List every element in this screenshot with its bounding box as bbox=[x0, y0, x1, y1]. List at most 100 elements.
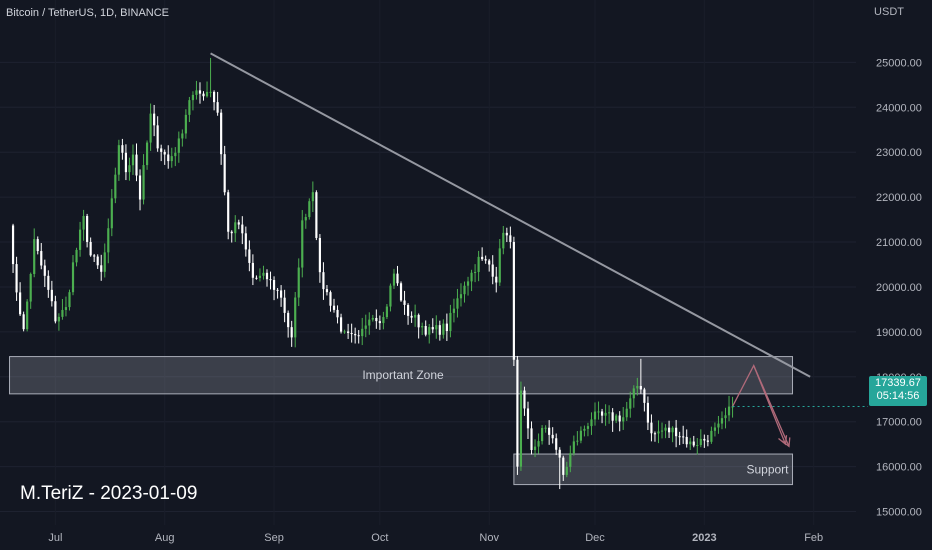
candle-body bbox=[36, 239, 39, 252]
candle-body bbox=[727, 406, 731, 416]
y-tick-label: 19000.00 bbox=[876, 327, 922, 339]
candle-body bbox=[410, 315, 413, 318]
candle-body bbox=[339, 317, 343, 332]
candle-body bbox=[318, 237, 321, 273]
candle-body bbox=[110, 198, 113, 229]
candle-body bbox=[576, 440, 579, 442]
candle-body bbox=[198, 90, 202, 94]
candle-body bbox=[167, 154, 170, 162]
candle-body bbox=[399, 283, 403, 301]
candle-body bbox=[537, 441, 540, 447]
candle-body bbox=[505, 232, 508, 236]
candle-body bbox=[160, 148, 163, 152]
candle-body bbox=[583, 428, 586, 431]
candle-body bbox=[378, 321, 381, 324]
candle-body bbox=[149, 113, 152, 143]
candle-body bbox=[156, 125, 159, 149]
candle-body bbox=[103, 252, 106, 272]
candle-body bbox=[181, 133, 184, 139]
candle-body bbox=[650, 422, 653, 434]
y-tick-label: 23000.00 bbox=[876, 147, 922, 159]
candle-body bbox=[311, 192, 314, 202]
candle-body bbox=[678, 436, 681, 438]
candle-body bbox=[438, 325, 441, 335]
candle-body bbox=[15, 264, 18, 293]
candle-body bbox=[491, 264, 494, 277]
y-tick-label: 20000.00 bbox=[876, 282, 922, 294]
candle-body bbox=[488, 260, 491, 265]
candle-body bbox=[646, 402, 650, 423]
candle-body bbox=[428, 327, 431, 335]
candle-body bbox=[276, 289, 279, 291]
candle-body bbox=[586, 426, 590, 429]
candle-body bbox=[315, 192, 318, 238]
candle-body bbox=[290, 327, 293, 338]
candle-body bbox=[75, 249, 78, 263]
candle-body bbox=[265, 272, 269, 280]
candle-body bbox=[519, 390, 523, 467]
candle-body bbox=[304, 217, 307, 221]
candle-body bbox=[625, 408, 628, 418]
candle-body bbox=[93, 255, 96, 257]
x-tick-label: Dec bbox=[585, 532, 605, 544]
candle-body bbox=[234, 222, 237, 234]
candle-body bbox=[145, 142, 149, 166]
candle-body bbox=[710, 430, 713, 442]
candle-body bbox=[417, 314, 420, 328]
y-tick-label: 22000.00 bbox=[876, 192, 922, 204]
candle-body bbox=[396, 273, 399, 284]
candle-body bbox=[82, 215, 85, 230]
candle-body bbox=[406, 304, 410, 316]
candle-body bbox=[618, 415, 621, 422]
candle-body bbox=[516, 359, 519, 467]
candle-body bbox=[47, 275, 50, 290]
candle-body bbox=[135, 154, 138, 176]
last-price-badge[interactable]: 17339.67 05:14:56 bbox=[869, 376, 927, 406]
candle-body bbox=[237, 222, 240, 225]
candle-body bbox=[473, 271, 477, 273]
candle-body bbox=[124, 152, 128, 173]
candle-body bbox=[100, 265, 103, 272]
candle-body bbox=[685, 436, 688, 445]
candle-body bbox=[163, 151, 166, 155]
candle-body bbox=[33, 239, 36, 274]
candle-body bbox=[706, 440, 709, 442]
candle-body bbox=[138, 175, 142, 200]
candle-body bbox=[195, 90, 198, 95]
candle-body bbox=[227, 192, 230, 232]
candle-body bbox=[128, 165, 131, 173]
x-tick-label: Jul bbox=[48, 532, 62, 544]
candle-body bbox=[435, 325, 438, 330]
candle-body bbox=[565, 466, 568, 475]
x-tick-label: 2023 bbox=[692, 532, 716, 544]
candle-body bbox=[466, 281, 470, 286]
candle-body bbox=[452, 308, 456, 313]
candle-body bbox=[470, 272, 473, 282]
y-tick-label: 25000.00 bbox=[876, 57, 922, 69]
y-tick-label: 15000.00 bbox=[876, 507, 922, 519]
candle-body bbox=[639, 385, 642, 390]
candle-body bbox=[541, 428, 544, 442]
candle-body bbox=[322, 272, 325, 290]
candle-body bbox=[421, 326, 424, 328]
resistance-trendline bbox=[210, 52, 811, 378]
zone-rect bbox=[513, 453, 794, 486]
candle-body bbox=[258, 275, 262, 278]
candle-body bbox=[347, 331, 350, 333]
candle-body bbox=[442, 323, 445, 335]
y-tick-label: 21000.00 bbox=[876, 237, 922, 249]
candle-body bbox=[354, 334, 357, 336]
candle-body bbox=[343, 331, 346, 333]
candle-body bbox=[622, 417, 625, 422]
candle-body bbox=[392, 273, 396, 286]
candle-body bbox=[64, 307, 68, 310]
candle-body bbox=[562, 457, 565, 475]
candle-body bbox=[600, 411, 604, 416]
candle-body bbox=[671, 427, 674, 433]
candle-body bbox=[220, 112, 223, 155]
candle-body bbox=[336, 309, 339, 318]
candle-body bbox=[533, 446, 537, 451]
candle-body bbox=[449, 312, 452, 332]
candle-body bbox=[689, 441, 692, 445]
